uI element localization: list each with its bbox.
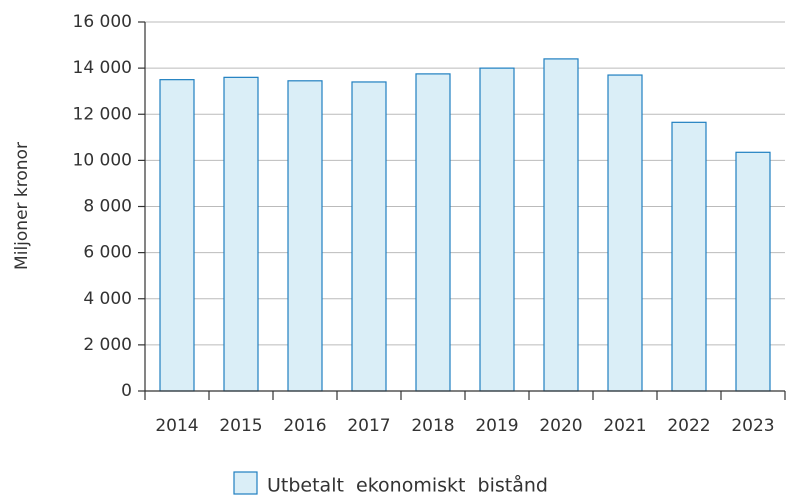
bar [607, 74, 643, 392]
bar [671, 121, 707, 392]
x-tick-label: 2016 [283, 416, 326, 436]
y-tick-label: 8 000 [83, 197, 132, 217]
x-tick-label: 2018 [411, 416, 454, 436]
bar [159, 79, 195, 392]
bar [479, 67, 515, 392]
bar [415, 73, 451, 392]
x-tick-label: 2023 [731, 416, 774, 436]
y-tick-label: 0 [121, 381, 132, 401]
y-axis-label: Miljoner kronor [12, 142, 32, 270]
x-tick-label: 2017 [347, 416, 390, 436]
y-tick-label: 10 000 [73, 150, 132, 170]
y-tick-label: 6 000 [83, 243, 132, 263]
x-tick-label: 2020 [539, 416, 582, 436]
y-tick-label: 12 000 [73, 104, 132, 124]
bar [287, 80, 323, 392]
y-tick-label: 14 000 [73, 58, 132, 78]
x-tick-label: 2022 [667, 416, 710, 436]
x-tick-label: 2019 [475, 416, 518, 436]
legend-swatch [233, 471, 258, 495]
y-tick-label: 16 000 [73, 12, 132, 32]
y-tick-label: 2 000 [83, 335, 132, 355]
bar [543, 58, 579, 392]
bar [351, 81, 387, 392]
y-tick-label: 4 000 [83, 289, 132, 309]
x-tick-label: 2021 [603, 416, 646, 436]
x-tick-label: 2015 [219, 416, 262, 436]
legend-label: Utbetalt ekonomiskt bistånd [267, 474, 548, 496]
x-tick-label: 2014 [155, 416, 198, 436]
bar [223, 76, 259, 392]
bar [735, 151, 771, 392]
